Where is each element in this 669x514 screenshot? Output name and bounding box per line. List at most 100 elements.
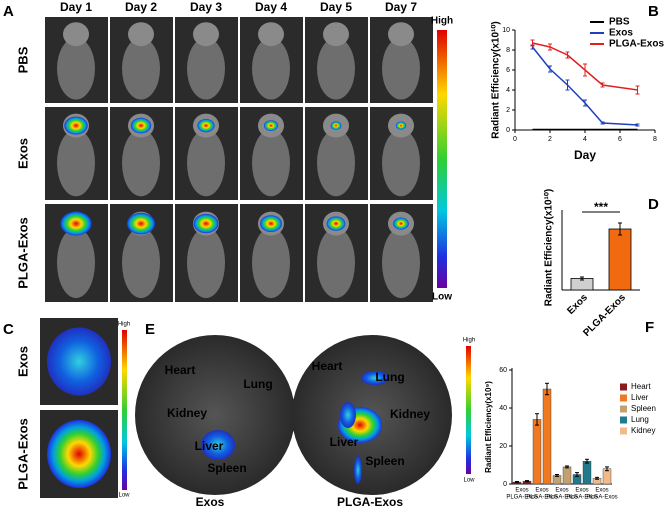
caption: Exos bbox=[196, 495, 225, 509]
signal bbox=[330, 121, 342, 130]
mouse-head bbox=[128, 22, 154, 47]
mouse-body bbox=[187, 227, 225, 299]
signal bbox=[395, 121, 407, 130]
legend-label: Liver bbox=[631, 393, 649, 402]
column-label: Day 3 bbox=[190, 0, 222, 14]
mouse-head bbox=[258, 22, 284, 47]
panel-label: A bbox=[3, 3, 14, 20]
mouse-body bbox=[317, 129, 355, 197]
x-tick-label: 2 bbox=[548, 136, 552, 143]
organ-label: Kidney bbox=[390, 407, 430, 421]
legend-label: Lung bbox=[631, 415, 649, 424]
signal bbox=[326, 216, 346, 231]
organ bbox=[47, 420, 111, 488]
row-label: PLGA-Exos bbox=[15, 418, 30, 490]
error-bar bbox=[545, 382, 549, 396]
y-tick-label: 20 bbox=[499, 443, 507, 450]
series-line bbox=[532, 42, 638, 91]
y-tick-label: 6 bbox=[506, 67, 510, 74]
y-tick-label: 40 bbox=[499, 405, 507, 412]
annotation: *** bbox=[594, 200, 608, 214]
mouse-body bbox=[57, 37, 95, 100]
mouse-body bbox=[382, 227, 420, 299]
y-axis-title: Radiant Efficiency(x10¹⁰) bbox=[544, 189, 555, 306]
colorbar bbox=[122, 330, 127, 490]
y-tick-label: 4 bbox=[506, 87, 510, 94]
mouse-head bbox=[193, 22, 219, 47]
panel-label: B bbox=[648, 3, 659, 20]
legend-label: Heart bbox=[631, 382, 651, 391]
y-axis-title: Radiant Efficiency(x10⁹) bbox=[484, 381, 493, 473]
scale-label: Low bbox=[463, 478, 475, 484]
organ-label: Spleen bbox=[207, 461, 246, 475]
signal bbox=[64, 116, 88, 135]
mouse-body bbox=[317, 37, 355, 100]
mouse-body bbox=[122, 37, 160, 100]
mouse-body bbox=[187, 37, 225, 100]
error-bar bbox=[635, 85, 640, 95]
mouse-head bbox=[388, 22, 414, 47]
row-label: PBS bbox=[15, 46, 30, 73]
error-bar bbox=[535, 413, 539, 426]
legend-label: PBS bbox=[609, 17, 630, 28]
organ bbox=[47, 327, 111, 396]
row-label: Exos bbox=[15, 346, 30, 377]
organ-label: Lung bbox=[243, 377, 272, 391]
y-tick-label: 10 bbox=[502, 27, 510, 34]
y-tick-label: 60 bbox=[499, 367, 507, 374]
error-bar bbox=[548, 65, 552, 73]
panel-label: D bbox=[648, 196, 659, 213]
x-tick-label: PLGA-Exos bbox=[506, 495, 537, 501]
x-tick-label: PLGA-Exos bbox=[546, 495, 577, 501]
mouse-body bbox=[252, 227, 290, 299]
error-bar bbox=[580, 276, 584, 281]
mouse-head bbox=[63, 22, 89, 47]
organ-label: Liver bbox=[330, 435, 359, 449]
legend-swatch bbox=[620, 394, 627, 402]
error-bar bbox=[595, 476, 599, 480]
error-bar bbox=[600, 121, 605, 125]
signal bbox=[263, 120, 279, 131]
scale-label: Low bbox=[432, 292, 452, 303]
x-tick-label: Exos bbox=[565, 292, 590, 317]
organ-label: Lung bbox=[375, 370, 404, 384]
error-bar bbox=[585, 458, 589, 464]
error-bar bbox=[565, 51, 570, 59]
legend-label: Exos bbox=[609, 28, 633, 39]
signal bbox=[130, 117, 152, 134]
bar bbox=[542, 388, 552, 485]
organ bbox=[361, 371, 389, 385]
error-bar bbox=[525, 480, 529, 483]
column-label: Day 7 bbox=[385, 0, 417, 14]
error-bar bbox=[575, 472, 579, 477]
mouse-body bbox=[57, 227, 95, 299]
colorbar bbox=[437, 30, 447, 288]
error-bar bbox=[600, 82, 605, 88]
scale-label: Low bbox=[118, 493, 130, 499]
organ-label: Spleen bbox=[365, 454, 404, 468]
legend-swatch bbox=[620, 416, 627, 424]
panel-label: F bbox=[645, 319, 654, 336]
error-bar bbox=[565, 79, 570, 91]
column-label: Day 4 bbox=[255, 0, 287, 14]
column-label: Day 5 bbox=[320, 0, 352, 14]
x-tick-label: 0 bbox=[513, 136, 517, 143]
error-bar bbox=[565, 465, 569, 469]
x-tick-label: Exos bbox=[515, 488, 528, 494]
x-tick-label: PLGA-Exos bbox=[526, 495, 557, 501]
dish bbox=[135, 335, 295, 495]
mouse-body bbox=[57, 129, 95, 197]
organ bbox=[354, 456, 362, 484]
bar bbox=[608, 228, 632, 291]
x-tick-label: 6 bbox=[618, 136, 622, 143]
organ-label: Kidney bbox=[167, 406, 207, 420]
signal bbox=[126, 212, 156, 235]
legend-label: Kidney bbox=[631, 426, 655, 435]
y-tick-label: 0 bbox=[506, 127, 510, 134]
signal bbox=[60, 211, 92, 236]
colorbar bbox=[466, 346, 471, 474]
panel-label: E bbox=[145, 321, 155, 338]
error-bar bbox=[555, 474, 559, 477]
error-bar bbox=[635, 123, 640, 127]
